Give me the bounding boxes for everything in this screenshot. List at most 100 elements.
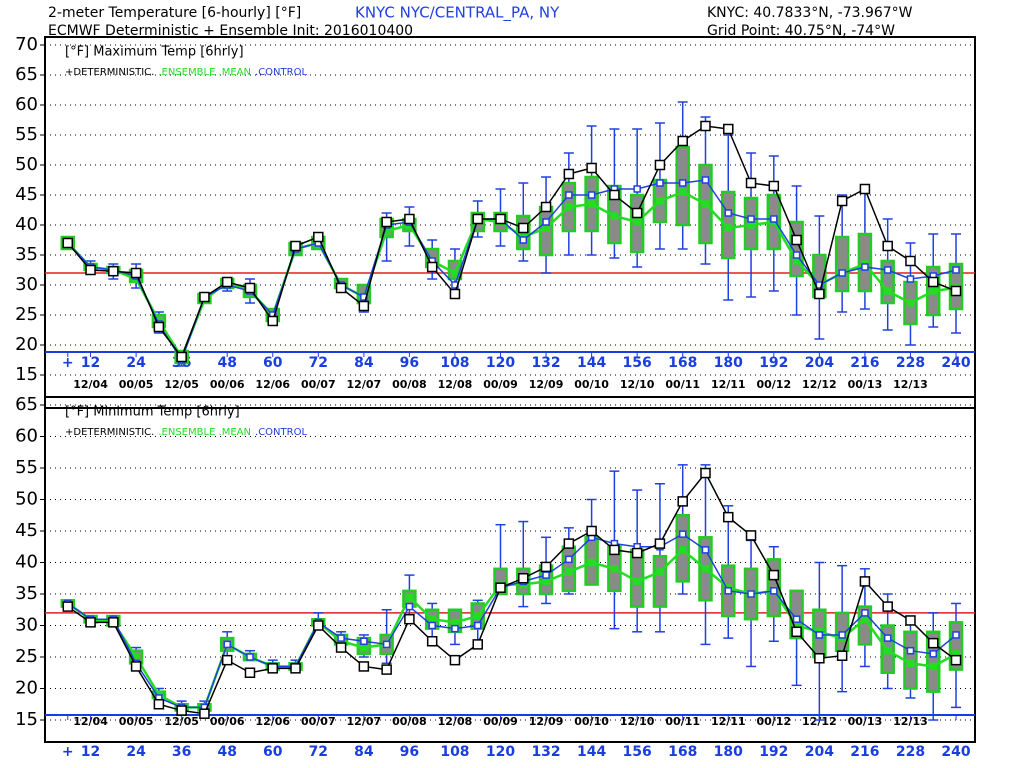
marker	[337, 634, 345, 642]
marker	[587, 191, 596, 199]
grid-point: Grid Point: 40.75°N, -74°W	[707, 23, 895, 39]
y-tick-label: 55	[15, 124, 38, 145]
date-label: 12/10	[620, 378, 655, 391]
y-tick-label: 40	[15, 552, 38, 573]
marker	[656, 179, 664, 187]
panel-frame	[44, 396, 976, 743]
x-tick-label: 24	[126, 744, 146, 760]
marker	[542, 218, 550, 226]
series-line	[67, 533, 957, 709]
marker	[677, 496, 688, 507]
marker	[360, 637, 368, 645]
marker	[176, 705, 187, 716]
x-tick-label: 72	[309, 355, 328, 371]
series-line	[67, 125, 957, 359]
y-tick-label: 15	[15, 364, 38, 385]
marker	[633, 218, 641, 226]
marker	[246, 653, 254, 661]
date-label: 00/07	[301, 715, 336, 728]
marker	[426, 636, 438, 647]
date-label: 00/07	[301, 378, 336, 391]
marker	[838, 269, 846, 277]
marker	[587, 558, 596, 567]
marker	[701, 176, 710, 184]
marker	[565, 203, 573, 211]
marker	[861, 609, 869, 617]
marker	[927, 276, 939, 288]
x-tick-label: 204	[805, 744, 834, 760]
date-label: 00/12	[756, 715, 791, 728]
date-label: 12/08	[438, 378, 473, 391]
x-tick-label: 228	[896, 355, 925, 371]
marker	[426, 261, 438, 273]
marker	[906, 299, 915, 307]
box	[834, 235, 850, 293]
marker	[678, 530, 687, 538]
marker	[565, 555, 573, 564]
x-tick-label: 180	[714, 744, 743, 760]
marker	[290, 240, 301, 252]
marker	[723, 511, 734, 523]
date-label: 00/06	[210, 715, 245, 728]
y-tick-label: 20	[15, 334, 38, 355]
marker	[358, 661, 370, 672]
marker	[404, 613, 415, 625]
x-tick-label: 60	[263, 744, 283, 760]
panel-title: [°F] Maximum Temp [6hrly]	[65, 45, 244, 60]
marker	[267, 315, 279, 327]
header-subtitle: ECMWF Deterministic + Ensemble Init: 201…	[48, 23, 413, 39]
marker	[518, 573, 529, 584]
marker	[244, 667, 256, 678]
marker	[335, 642, 347, 653]
marker	[836, 195, 848, 207]
marker	[473, 612, 482, 620]
marker	[770, 587, 778, 595]
date-label: 12/11	[711, 715, 746, 728]
marker	[768, 180, 780, 192]
marker	[586, 162, 597, 174]
y-tick-label: 65	[15, 64, 38, 85]
marker	[952, 266, 960, 274]
date-label: 00/06	[210, 378, 245, 391]
marker	[451, 624, 459, 633]
marker	[883, 634, 892, 642]
date-label: 12/05	[164, 715, 199, 728]
x-tick-label: 72	[309, 744, 328, 760]
x-tick-label: 132	[531, 355, 560, 371]
marker	[610, 565, 619, 573]
x-tick-label: 120	[486, 744, 515, 760]
marker	[519, 236, 528, 244]
marker	[609, 189, 620, 201]
marker	[153, 321, 165, 333]
marker	[358, 300, 370, 312]
marker	[428, 615, 436, 623]
y-tick-label: 55	[15, 457, 38, 478]
marker	[768, 569, 780, 581]
date-label: 00/08	[392, 378, 427, 391]
y-tick-label: 35	[15, 244, 38, 265]
date-label: 12/12	[802, 715, 837, 728]
date-label: 12/06	[255, 378, 290, 391]
marker	[701, 565, 710, 573]
marker	[405, 593, 414, 601]
x-tick-label: 108	[440, 355, 469, 371]
marker	[882, 601, 893, 612]
marker	[405, 602, 414, 611]
marker	[563, 538, 575, 549]
y-tick-label: 45	[15, 520, 38, 541]
marker	[814, 653, 825, 664]
marker	[221, 276, 233, 288]
y-tick-label: 50	[15, 154, 38, 175]
date-label: 12/07	[347, 378, 382, 391]
marker	[381, 664, 392, 675]
date-label: 00/12	[756, 378, 791, 391]
y-tick-label: 70	[15, 34, 38, 55]
marker	[654, 538, 666, 549]
y-tick-label: 50	[15, 489, 38, 510]
marker	[565, 568, 573, 576]
marker	[701, 546, 710, 554]
x-tick-label: 84	[354, 355, 374, 371]
marker	[542, 571, 550, 579]
marker	[791, 626, 802, 638]
